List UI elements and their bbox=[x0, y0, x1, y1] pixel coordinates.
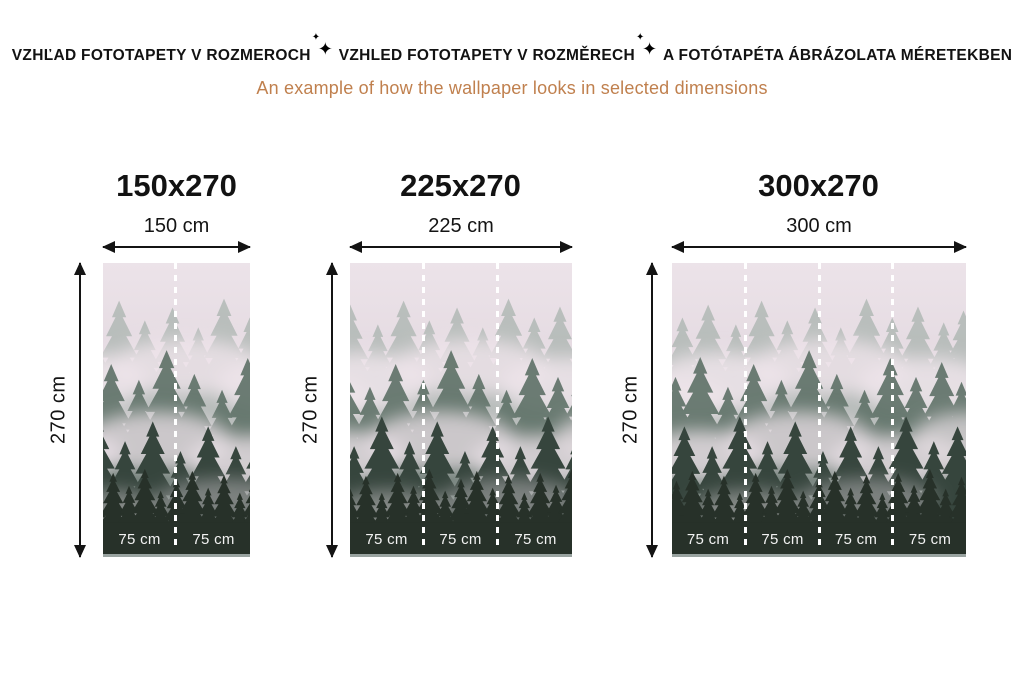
segment-label: 75 cm bbox=[514, 531, 557, 548]
width-arrow-300 bbox=[671, 241, 967, 253]
width-arrow-150 bbox=[102, 241, 251, 253]
height-arrow-225 bbox=[326, 262, 338, 558]
sparkle-icon bbox=[312, 33, 335, 61]
width-label-300: 300 cm bbox=[786, 215, 852, 237]
wallpaper-preview-150x270: 75 cm 75 cm bbox=[103, 263, 250, 557]
title-czech: VZHLED FOTOTAPETY V ROZMĚRECH bbox=[338, 47, 636, 64]
page-title: VZHĽAD FOTOTAPETY V ROZMEROCH VZHLED FOT… bbox=[0, 33, 1024, 66]
height-label-300: 270 cm bbox=[619, 375, 642, 445]
segment-label: 75 cm bbox=[365, 531, 408, 548]
panel-seam-line bbox=[422, 263, 425, 545]
segment-label: 75 cm bbox=[118, 531, 161, 548]
panel-seam-line bbox=[744, 263, 747, 545]
panel-seam-line bbox=[818, 263, 821, 545]
segment-label: 75 cm bbox=[834, 531, 878, 548]
title-hungarian: A FOTÓTAPÉTA ÁBRÁZOLATA MÉRETEKBEN bbox=[663, 47, 1013, 64]
sparkle-icon bbox=[636, 33, 659, 61]
segment-label: 75 cm bbox=[439, 531, 482, 548]
height-label-225: 270 cm bbox=[299, 375, 322, 445]
height-arrow-300 bbox=[646, 262, 658, 558]
size-title-150x270: 150x270 bbox=[116, 168, 237, 203]
height-arrow-150 bbox=[74, 262, 86, 558]
width-arrow-225 bbox=[349, 241, 573, 253]
segment-label: 75 cm bbox=[908, 531, 952, 548]
wallpaper-preview-300x270: 75 cm 75 cm 75 cm 75 cm bbox=[672, 263, 966, 557]
wallpaper-preview-225x270: 75 cm 75 cm 75 cm bbox=[350, 263, 572, 557]
segment-label: 75 cm bbox=[761, 531, 804, 548]
segment-label: 75 cm bbox=[192, 531, 235, 548]
width-label-225: 225 cm bbox=[428, 215, 494, 237]
size-title-225x270: 225x270 bbox=[400, 168, 521, 203]
width-label-150: 150 cm bbox=[143, 215, 210, 237]
panel-seam-line bbox=[891, 263, 894, 545]
segment-label: 75 cm bbox=[686, 531, 730, 548]
title-slovak: VZHĽAD FOTOTAPETY V ROZMEROCH bbox=[11, 47, 311, 64]
panel-seam-line bbox=[496, 263, 499, 545]
height-label-150: 270 cm bbox=[47, 375, 70, 445]
size-title-300x270: 300x270 bbox=[758, 168, 879, 203]
panel-seam-line bbox=[174, 263, 177, 545]
page-subtitle: An example of how the wallpaper looks in… bbox=[256, 78, 768, 98]
